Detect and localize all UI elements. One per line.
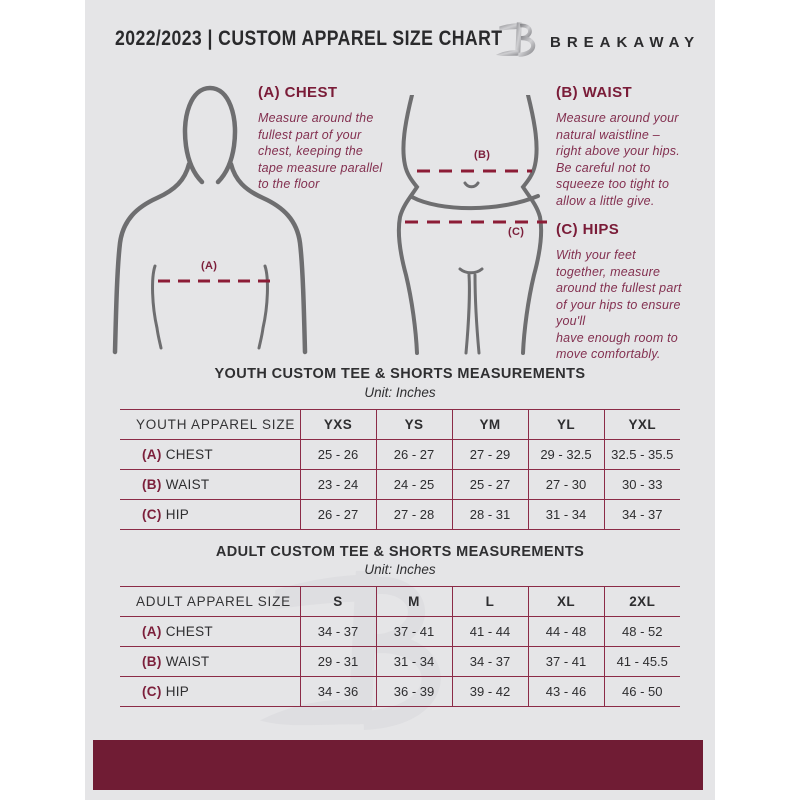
- cell: 28 - 31: [451, 499, 528, 530]
- youth-size-table: YOUTH APPAREL SIZE YXS YS YM YL YXL (A) …: [120, 409, 680, 530]
- adult-table-title: ADULT CUSTOM TEE & SHORTS MEASUREMENTS: [215, 544, 585, 560]
- chest-guide-text: Measure around the fullest part of your …: [258, 111, 383, 191]
- youth-waist-row: (B) WAIST 23 - 24 24 - 25 25 - 27 27 - 3…: [120, 469, 680, 500]
- row-marker: (A): [142, 447, 162, 462]
- waist-guide-heading: (B) WAIST: [556, 84, 633, 101]
- brand-lockup: BREAKAWAY: [491, 14, 700, 64]
- waist-marker-label: (B): [474, 149, 491, 161]
- cell: 46 - 50: [603, 676, 680, 707]
- adult-chest-row: (A) CHEST 34 - 37 37 - 41 41 - 44 44 - 4…: [120, 616, 680, 647]
- hips-guide-text: With your feet together, measure around …: [556, 248, 682, 361]
- adult-hip-row: (C) HIP 34 - 36 36 - 39 39 - 42 43 - 46 …: [120, 676, 680, 707]
- size-header-yxl: YXL: [603, 409, 680, 440]
- row-name: WAIST: [165, 654, 210, 669]
- size-header-xl: XL: [527, 586, 604, 617]
- row-name: HIP: [165, 507, 190, 522]
- cell: 29 - 31: [299, 646, 376, 677]
- cell: 30 - 33: [603, 469, 680, 500]
- row-name: WAIST: [165, 477, 210, 492]
- row-marker: (C): [142, 507, 162, 522]
- row-label: (B) WAIST: [120, 646, 300, 677]
- cell: 27 - 29: [451, 439, 528, 470]
- cell: 23 - 24: [299, 469, 376, 500]
- cell: 31 - 34: [527, 499, 604, 530]
- hips-guide-section: (C) HIPS With your feet together, measur…: [556, 221, 715, 363]
- size-chart-page: 2022/2023 | CUSTOM APPAREL SIZE CHART BR…: [85, 0, 715, 800]
- chest-figure-illustration: (A): [105, 78, 310, 360]
- size-header-ym: YM: [451, 409, 528, 440]
- youth-size-column-header: YOUTH APPAREL SIZE: [120, 409, 300, 440]
- waist-guide-section: (B) WAIST Measure around your natural wa…: [556, 84, 715, 209]
- cell: 39 - 42: [451, 676, 528, 707]
- row-marker: (A): [142, 624, 162, 639]
- cell: 34 - 37: [603, 499, 680, 530]
- size-header-ys: YS: [375, 409, 452, 440]
- chest-guide-heading: (A) CHEST: [258, 84, 338, 101]
- size-header-yxs: YXS: [299, 409, 376, 440]
- cell: 44 - 48: [527, 616, 604, 647]
- row-marker: (B): [142, 654, 162, 669]
- size-header-yl: YL: [527, 409, 604, 440]
- size-header-s: S: [299, 586, 376, 617]
- cell: 34 - 36: [299, 676, 376, 707]
- cell: 32.5 - 35.5: [603, 439, 680, 470]
- cell: 43 - 46: [527, 676, 604, 707]
- row-name: CHEST: [165, 624, 213, 639]
- chest-guide-section: (A) CHEST Measure around the fullest par…: [258, 84, 418, 193]
- cell: 26 - 27: [299, 499, 376, 530]
- hip-marker-label: (C): [508, 226, 525, 238]
- cell: 24 - 25: [375, 469, 452, 500]
- youth-hip-row: (C) HIP 26 - 27 27 - 28 28 - 31 31 - 34 …: [120, 499, 680, 530]
- adult-size-table: ADULT APPAREL SIZE S M L XL 2XL (A) CHES…: [120, 586, 680, 707]
- brand-name: BREAKAWAY: [550, 33, 701, 51]
- hips-illustration: [396, 95, 547, 355]
- cell: 27 - 28: [375, 499, 452, 530]
- waist-guide-text: Measure around your natural waistline – …: [556, 111, 680, 208]
- cell: 37 - 41: [375, 616, 452, 647]
- youth-chest-row: (A) CHEST 25 - 26 26 - 27 27 - 29 29 - 3…: [120, 439, 680, 470]
- footer-accent-bar: [93, 740, 703, 790]
- cell: 41 - 45.5: [603, 646, 680, 677]
- cell: 29 - 32.5: [527, 439, 604, 470]
- size-header-m: M: [375, 586, 452, 617]
- row-marker: (B): [142, 477, 162, 492]
- row-marker: (C): [142, 684, 162, 699]
- youth-table-title: YOUTH CUSTOM TEE & SHORTS MEASUREMENTS: [214, 366, 586, 382]
- cell: 34 - 37: [299, 616, 376, 647]
- adult-table-unit: Unit: Inches: [364, 562, 436, 577]
- youth-table-unit: Unit: Inches: [364, 385, 436, 400]
- row-name: CHEST: [165, 447, 213, 462]
- size-header-2xl: 2XL: [603, 586, 680, 617]
- row-name: HIP: [165, 684, 190, 699]
- cell: 31 - 34: [375, 646, 452, 677]
- chest-marker-label: (A): [201, 260, 218, 272]
- row-label: (B) WAIST: [120, 469, 300, 500]
- cell: 37 - 41: [527, 646, 604, 677]
- cell: 36 - 39: [375, 676, 452, 707]
- adult-header-row: ADULT APPAREL SIZE S M L XL 2XL: [120, 586, 680, 617]
- row-label: (A) CHEST: [120, 439, 300, 470]
- torso-illustration: [112, 85, 308, 355]
- cell: 48 - 52: [603, 616, 680, 647]
- waist-hips-figure-illustration: (B) (C): [390, 95, 555, 360]
- row-label: (C) HIP: [120, 499, 300, 530]
- cell: 27 - 30: [527, 469, 604, 500]
- hips-guide-heading: (C) HIPS: [556, 221, 620, 238]
- youth-header-row: YOUTH APPAREL SIZE YXS YS YM YL YXL: [120, 409, 680, 440]
- row-label: (C) HIP: [120, 676, 300, 707]
- breakaway-logo-icon: [496, 22, 536, 57]
- cell: 26 - 27: [375, 439, 452, 470]
- cell: 34 - 37: [451, 646, 528, 677]
- row-label: (A) CHEST: [120, 616, 300, 647]
- adult-waist-row: (B) WAIST 29 - 31 31 - 34 34 - 37 37 - 4…: [120, 646, 680, 677]
- adult-size-column-header: ADULT APPAREL SIZE: [120, 586, 300, 617]
- size-header-l: L: [451, 586, 528, 617]
- cell: 25 - 27: [451, 469, 528, 500]
- page-title: 2022/2023 | CUSTOM APPAREL SIZE CHART: [115, 27, 503, 50]
- cell: 41 - 44: [451, 616, 528, 647]
- cell: 25 - 26: [299, 439, 376, 470]
